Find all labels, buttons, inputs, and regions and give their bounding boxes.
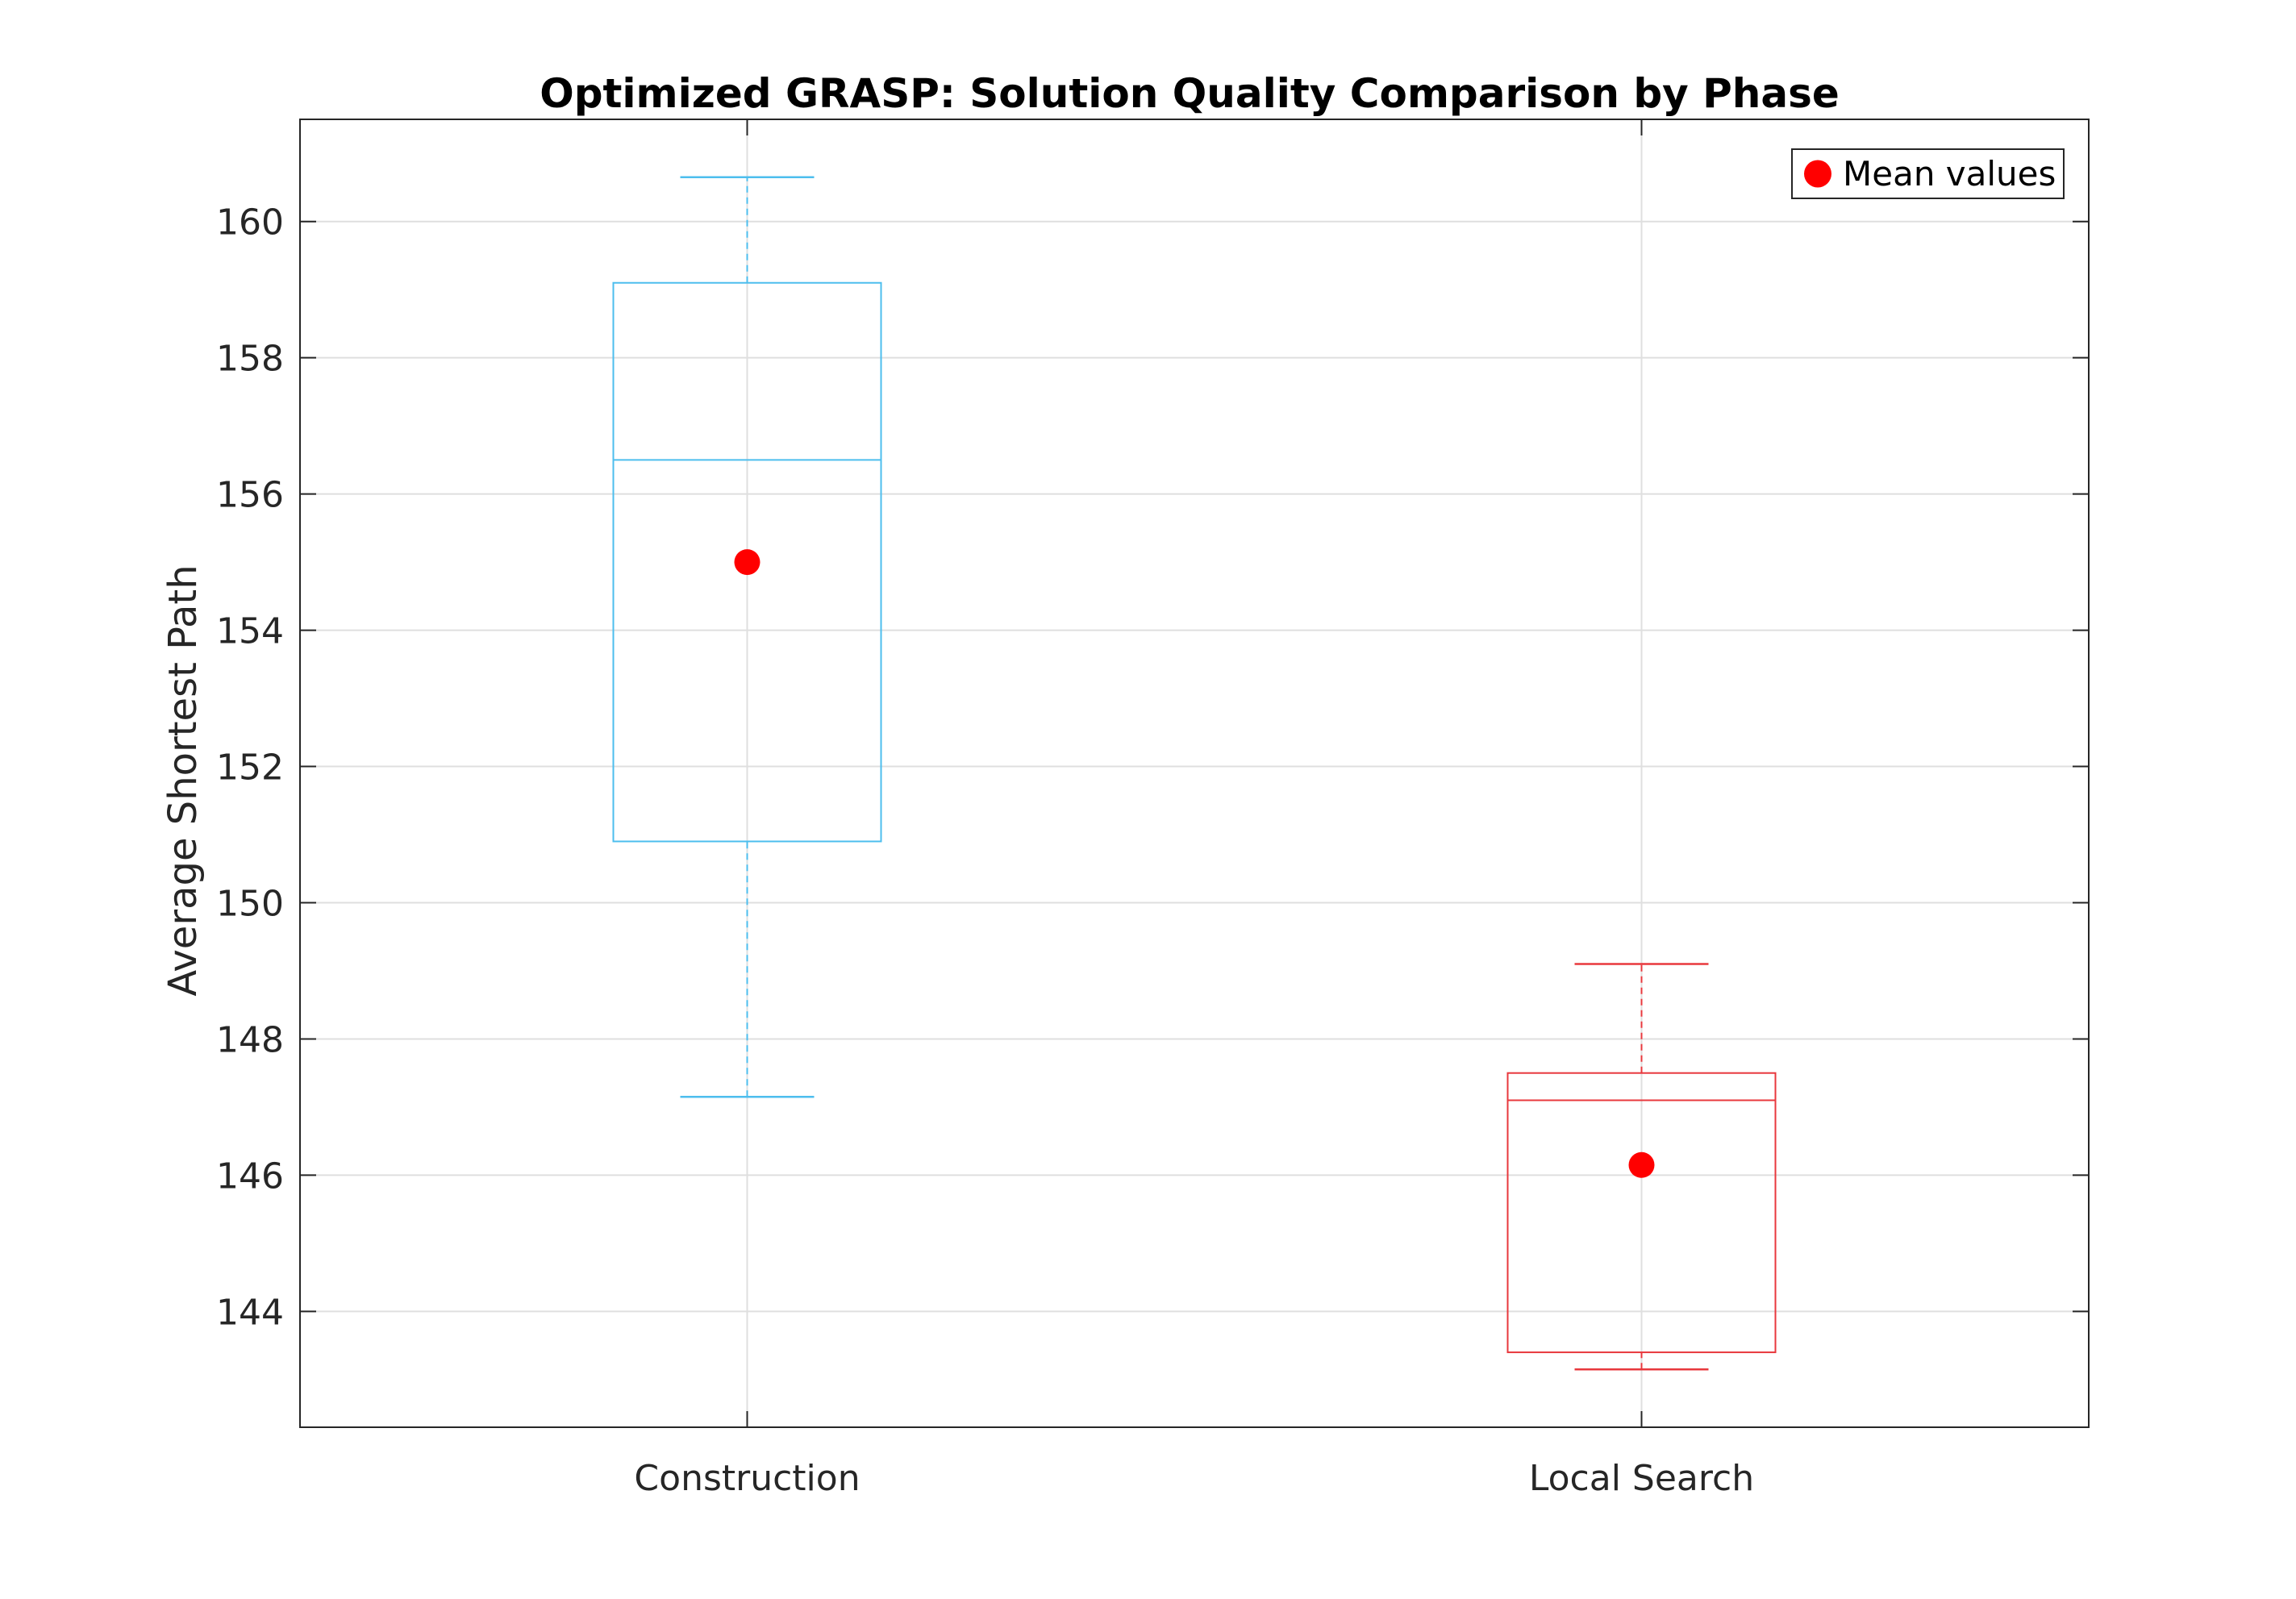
x-tick-label-construction: Construction <box>634 1458 860 1499</box>
axes <box>299 119 2090 1428</box>
y-tick-label-154: 154 <box>216 611 284 652</box>
y-tick-label-150: 150 <box>216 884 284 925</box>
legend-box <box>1791 148 2065 199</box>
box-group-local-search <box>1506 963 1777 1371</box>
plot-frame <box>299 119 2090 1428</box>
y-axis-label: Average Shortest Path <box>160 564 206 996</box>
y-tick-label-158: 158 <box>216 339 284 380</box>
x-tick-label-local-search: Local Search <box>1529 1458 1754 1499</box>
y-tick-label-148: 148 <box>216 1019 284 1060</box>
legend-mean-marker <box>1804 160 1831 188</box>
mean-marker-construction <box>734 549 760 576</box>
y-tick-label-152: 152 <box>216 747 284 789</box>
iqr-box-construction <box>612 281 882 843</box>
legend: Mean values <box>1791 148 2065 199</box>
y-tick-label-146: 146 <box>216 1156 284 1197</box>
chart-title: Optimized GRASP: Solution Quality Compar… <box>540 70 1840 117</box>
tick-labels: 144 146 148 150 152 154 156 158 160 Construction L… <box>216 202 1754 1499</box>
y-tick-label-144: 144 <box>216 1292 284 1333</box>
y-tick-label-156: 156 <box>216 475 284 516</box>
box-group-construction <box>612 176 882 1098</box>
grid-lines <box>300 119 2089 1427</box>
y-tick-label-160: 160 <box>216 202 284 244</box>
iqr-box-local-search <box>1506 1072 1777 1354</box>
boxes <box>612 176 1777 1371</box>
mean-marker-local-search <box>1628 1151 1655 1178</box>
legend-entry-mean-values: Mean values <box>1843 154 2056 194</box>
